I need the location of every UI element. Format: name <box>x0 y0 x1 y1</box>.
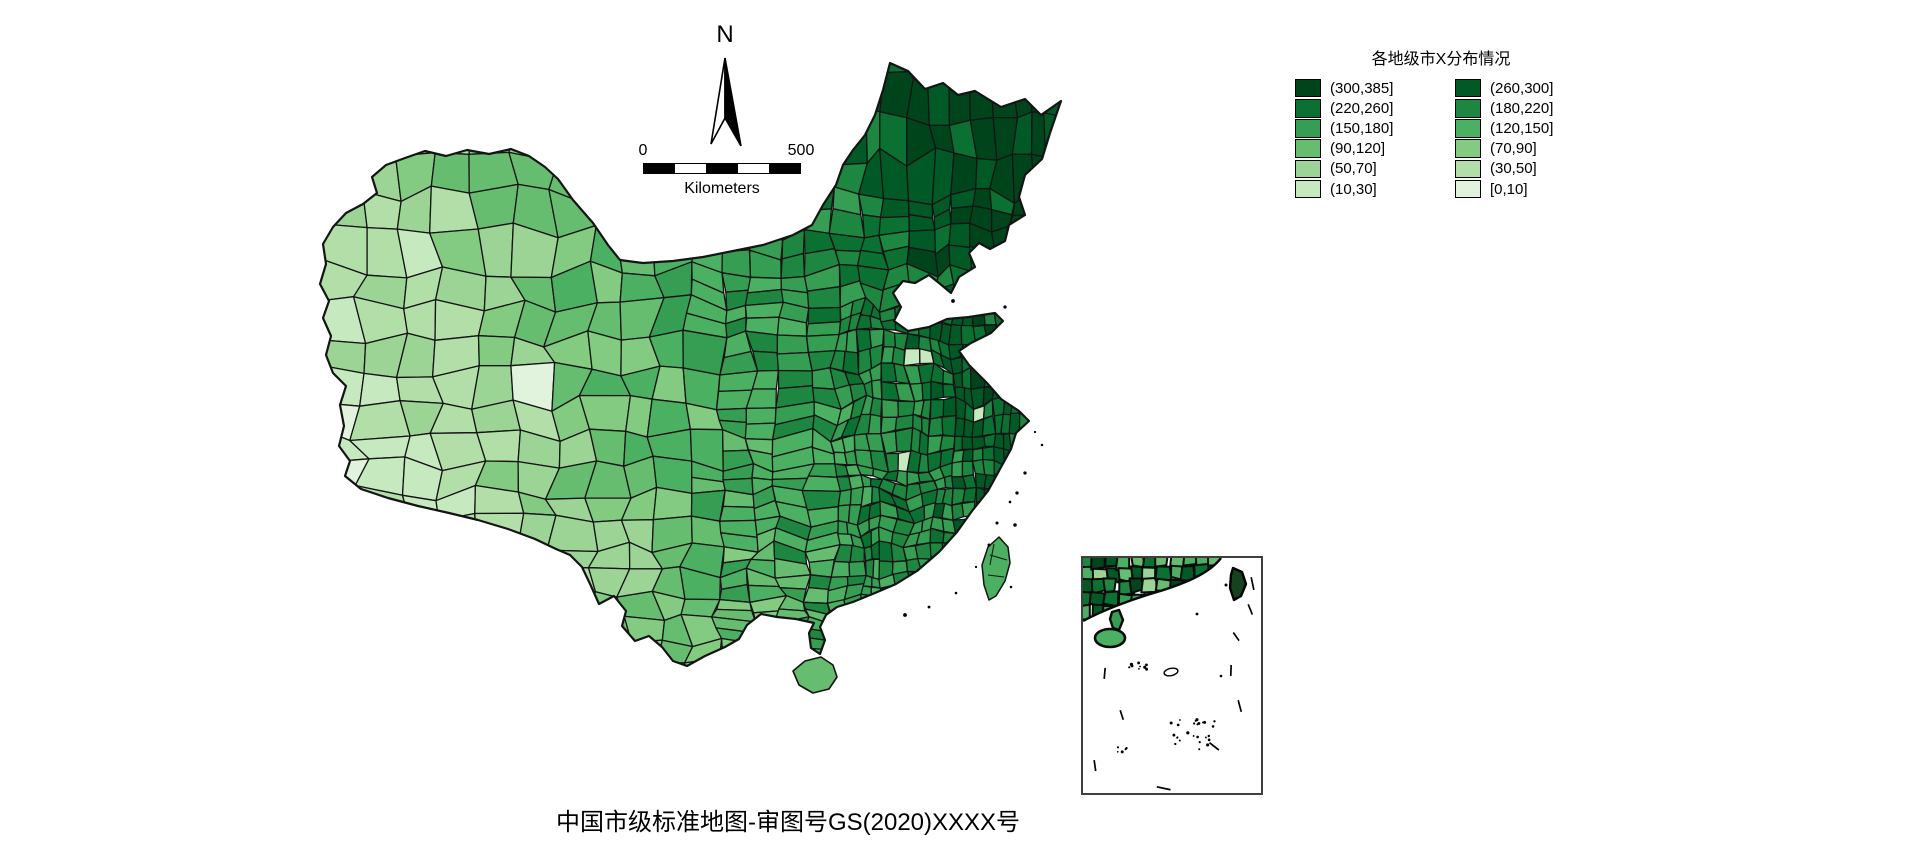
legend-row: [0,10] <box>1455 179 1595 199</box>
legend-row: (10,30] <box>1295 179 1455 199</box>
scale-bar-segment <box>737 164 769 173</box>
legend-label: (300,385] <box>1330 79 1394 97</box>
legend-column-right: (260,300] (180,220] (120,150] (70,90] (3… <box>1455 78 1595 199</box>
china-choropleth-map <box>253 55 1068 715</box>
legend-swatch <box>1295 179 1321 199</box>
legend-swatch <box>1455 119 1481 138</box>
legend-label: (10,30] <box>1330 180 1377 198</box>
legend-swatch <box>1295 78 1321 98</box>
legend-row: (30,50] <box>1455 159 1595 179</box>
legend-row: (260,300] <box>1455 78 1595 98</box>
legend-label: (50,70] <box>1330 160 1377 178</box>
legend-swatch <box>1455 99 1481 118</box>
scale-bar-segment <box>675 164 707 173</box>
scale-bar <box>643 163 801 174</box>
scale-bar-zero-label: 0 <box>638 142 648 159</box>
legend-row: (90,120] <box>1295 139 1455 159</box>
legend-swatch <box>1295 99 1321 118</box>
legend-title: 各地级市X分布情况 <box>1371 51 1511 68</box>
legend-swatch <box>1455 179 1481 199</box>
legend-swatch <box>1295 119 1321 138</box>
north-arrow: N <box>703 22 747 148</box>
scale-bar-max-label: 500 <box>787 142 815 159</box>
north-arrow-label: N <box>716 21 734 48</box>
legend-row: (50,70] <box>1295 159 1455 179</box>
legend-label: (120,150] <box>1490 119 1554 137</box>
legend-row: (120,150] <box>1455 118 1595 138</box>
legend-label: (180,220] <box>1490 99 1554 117</box>
legend-column-left: (300,385] (220,260] (150,180] (90,120] (… <box>1295 78 1455 199</box>
scale-bar-segment <box>644 164 676 173</box>
legend-swatch <box>1455 139 1481 158</box>
legend-label: (70,90] <box>1490 140 1537 158</box>
legend-swatch <box>1295 139 1321 158</box>
map-caption: 中国市级标准地图-审图号GS(2020)XXXX号 <box>555 809 1021 836</box>
legend-row: (300,385] <box>1295 78 1455 98</box>
legend-row: (220,260] <box>1295 98 1455 118</box>
legend-label: (30,50] <box>1490 160 1537 178</box>
scale-bar-unit-label: Kilometers <box>684 180 760 197</box>
legend-swatch <box>1455 78 1481 98</box>
legend-label: (90,120] <box>1330 140 1386 158</box>
legend-label: (150,180] <box>1330 119 1394 137</box>
scale-bar-segment <box>768 164 801 173</box>
legend-row: (70,90] <box>1455 139 1595 159</box>
legend-row: (150,180] <box>1295 118 1455 138</box>
legend-label: [0,10] <box>1490 180 1528 198</box>
legend-swatch <box>1295 159 1321 179</box>
scale-bar-segment <box>706 164 738 173</box>
legend-row: (180,220] <box>1455 98 1595 118</box>
north-arrow-icon <box>710 57 742 147</box>
legend-swatch <box>1455 159 1481 179</box>
legend-label: (220,260] <box>1330 99 1394 117</box>
legend: 各地级市X分布情况 (300,385] (220,260] (150,180] … <box>1295 51 1595 199</box>
legend-label: (260,300] <box>1490 79 1554 97</box>
south-china-sea-inset-map <box>1081 556 1263 795</box>
